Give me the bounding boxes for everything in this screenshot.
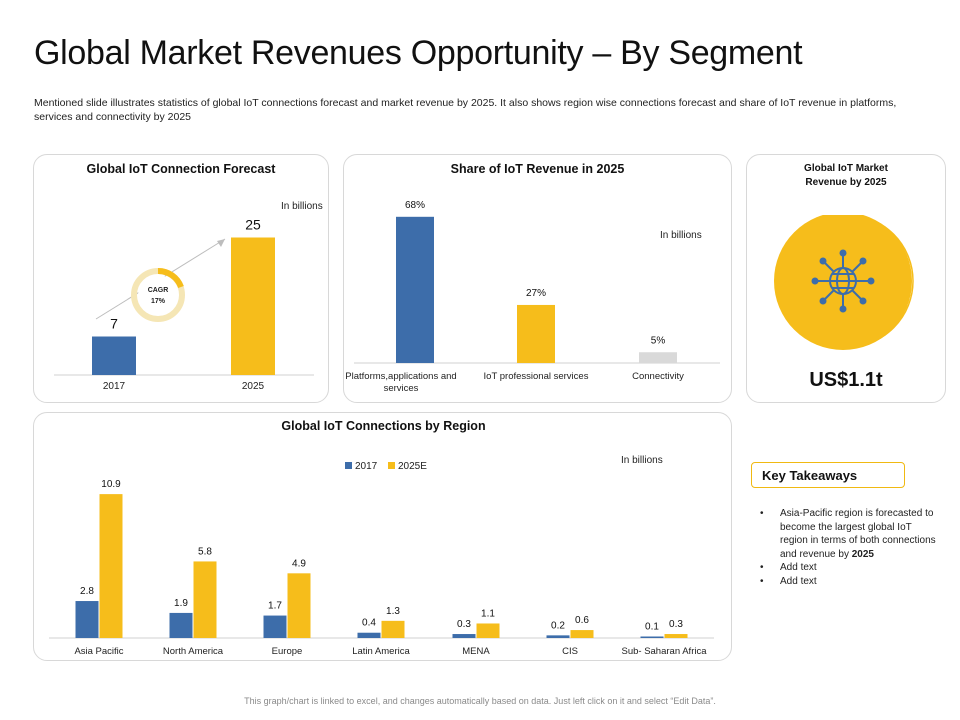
- region-bar: [287, 573, 311, 638]
- share-bar: [639, 352, 677, 363]
- revenue-card-title-line1: Global IoT Market: [804, 163, 888, 174]
- region-bar: [664, 634, 688, 638]
- forecast-card-title: Global IoT Connection Forecast: [86, 162, 276, 176]
- share-bar: [517, 304, 555, 363]
- forecast-category-label: 2025: [242, 381, 265, 392]
- cagr-label: CAGR: [148, 287, 169, 294]
- region-bar: [476, 623, 500, 638]
- page-title: Global Market Revenues Opportunity – By …: [34, 34, 803, 72]
- iot-globe-network-icon: [817, 255, 869, 307]
- region-bar: [169, 612, 193, 638]
- share-category-label: Connectivity: [632, 371, 684, 382]
- key-takeaway-item: Add text: [760, 561, 940, 575]
- iot-network-nodes: [811, 249, 875, 313]
- region-value-label: 0.2: [551, 620, 565, 631]
- region-category-label: Latin America: [352, 646, 410, 657]
- region-value-label: 1.9: [174, 598, 188, 609]
- region-category-label: Sub- Saharan Africa: [621, 646, 707, 657]
- share-card: Share of IoT Revenue in 2025 In billions…: [343, 154, 732, 403]
- revenue-value: US$1.1t: [809, 369, 883, 391]
- footer-note: This graph/chart is linked to excel, and…: [244, 696, 716, 706]
- share-unit-note: In billions: [660, 230, 702, 241]
- region-card: Global IoT Connections by Region In bill…: [33, 412, 732, 661]
- region-bar: [570, 630, 594, 638]
- share-chart: 68% Platforms,applications and services 27%…: [345, 200, 720, 394]
- region-category-label: Europe: [272, 646, 303, 657]
- region-category-label: Asia Pacific: [74, 646, 123, 657]
- key-takeaway-text: Asia-Pacific region is forecasted to bec…: [780, 508, 936, 560]
- region-bar: [381, 620, 405, 638]
- region-legend-label: 2025E: [398, 461, 427, 472]
- region-value-label: 0.3: [457, 619, 471, 630]
- region-chart: 2017 2025E 2.8 10.9 Asia Pacific 1.9 5.8 North …: [49, 461, 714, 657]
- region-bar: [452, 634, 476, 638]
- key-takeaways-heading: Key Takeaways: [751, 462, 905, 488]
- region-bar: [193, 561, 217, 638]
- region-value-label: 0.6: [575, 615, 589, 626]
- region-legend-label: 2017: [355, 461, 378, 472]
- region-value-label: 1.3: [386, 606, 400, 617]
- share-card-title: Share of IoT Revenue in 2025: [450, 162, 625, 176]
- share-bar: [396, 216, 434, 363]
- cagr-value: 17%: [151, 298, 166, 305]
- key-takeaway-item: Asia-Pacific region is forecasted to bec…: [760, 507, 940, 561]
- forecast-value-label: 25: [245, 217, 261, 233]
- region-value-label: 1.1: [481, 608, 495, 619]
- region-value-label: 0.4: [362, 618, 376, 629]
- region-legend-swatch: [345, 462, 352, 469]
- share-value-label: 5%: [651, 335, 666, 346]
- forecast-card: Global IoT Connection Forecast In billio…: [33, 154, 329, 403]
- forecast-trend-arrowhead: [217, 239, 225, 247]
- region-bar: [546, 635, 570, 638]
- share-value-label: 27%: [526, 288, 546, 299]
- revenue-disc: [774, 215, 912, 350]
- forecast-bar: [231, 237, 275, 375]
- region-value-label: 0.1: [645, 622, 659, 633]
- revenue-graphic: [774, 215, 914, 350]
- region-card-title: Global IoT Connections by Region: [281, 419, 486, 433]
- region-category-label: CIS: [562, 646, 578, 657]
- region-legend-swatch: [388, 462, 395, 469]
- share-category-label: Platforms,applications and services: [345, 371, 456, 394]
- region-bar: [263, 615, 287, 638]
- region-category-label: North America: [163, 646, 224, 657]
- region-unit-note: In billions: [621, 455, 663, 466]
- region-value-label: 5.8: [198, 546, 212, 557]
- key-takeaway-item: Add text: [760, 575, 940, 589]
- forecast-chart: CAGR 17% 7 2017 25 2025: [54, 217, 314, 392]
- page-subtitle: Mentioned slide illustrates statistics o…: [34, 97, 897, 123]
- region-bar: [640, 636, 664, 638]
- region-value-label: 2.8: [80, 586, 94, 597]
- region-bar: [75, 601, 99, 638]
- forecast-unit-note: In billions: [281, 201, 323, 212]
- region-value-label: 4.9: [292, 558, 306, 569]
- region-value-label: 1.7: [268, 601, 282, 612]
- cagr-badge-progress: [157, 267, 184, 289]
- region-value-label: 0.3: [669, 619, 683, 630]
- region-bar: [357, 632, 381, 638]
- share-category-label: IoT professional services: [484, 371, 589, 382]
- key-takeaway-year: 2025: [851, 548, 874, 560]
- share-value-label: 68%: [405, 200, 425, 211]
- forecast-category-label: 2017: [103, 381, 126, 392]
- cagr-badge-core: [138, 275, 178, 315]
- region-category-label: MENA: [462, 646, 490, 657]
- region-bar: [99, 494, 123, 638]
- region-value-label: 10.9: [101, 479, 121, 490]
- key-takeaways-list: Asia-Pacific region is forecasted to bec…: [760, 507, 940, 588]
- forecast-value-label: 7: [110, 316, 118, 332]
- revenue-card-title-line2: Revenue by 2025: [805, 177, 887, 188]
- forecast-bar: [92, 336, 136, 375]
- revenue-card: Global IoT Market Revenue by 2025: [746, 154, 946, 403]
